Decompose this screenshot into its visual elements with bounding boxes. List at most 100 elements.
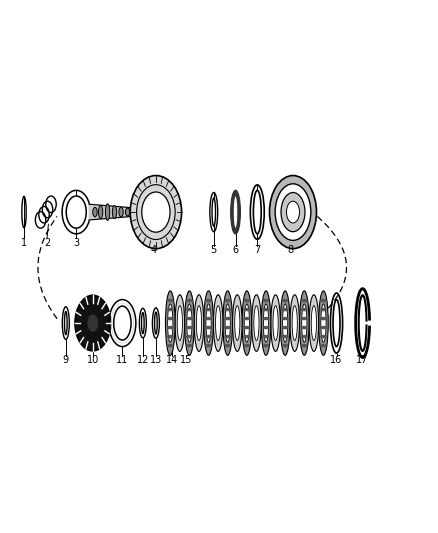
Ellipse shape — [319, 291, 328, 356]
Ellipse shape — [175, 295, 185, 351]
Text: 11: 11 — [116, 355, 128, 365]
Ellipse shape — [283, 304, 288, 342]
Polygon shape — [89, 204, 137, 220]
Ellipse shape — [263, 308, 269, 311]
Ellipse shape — [261, 291, 271, 356]
Ellipse shape — [301, 317, 307, 320]
Ellipse shape — [282, 344, 289, 348]
Ellipse shape — [273, 305, 278, 341]
Ellipse shape — [213, 295, 223, 351]
Ellipse shape — [212, 198, 215, 226]
Ellipse shape — [282, 317, 289, 320]
Ellipse shape — [252, 295, 261, 351]
Ellipse shape — [196, 305, 201, 341]
Text: 12: 12 — [137, 355, 149, 365]
Ellipse shape — [244, 335, 250, 338]
Ellipse shape — [215, 305, 221, 341]
Ellipse shape — [311, 305, 317, 341]
Ellipse shape — [167, 317, 173, 320]
Ellipse shape — [269, 175, 317, 249]
Ellipse shape — [224, 344, 231, 348]
Ellipse shape — [301, 308, 307, 311]
Ellipse shape — [301, 326, 307, 329]
Text: 13: 13 — [150, 355, 162, 365]
Ellipse shape — [235, 305, 240, 341]
Ellipse shape — [186, 335, 193, 338]
Ellipse shape — [155, 312, 157, 334]
Ellipse shape — [280, 291, 290, 356]
Ellipse shape — [309, 295, 319, 351]
Ellipse shape — [106, 204, 110, 220]
Ellipse shape — [254, 305, 259, 341]
Text: 1: 1 — [21, 238, 27, 247]
Ellipse shape — [205, 344, 212, 348]
Ellipse shape — [275, 184, 311, 240]
Ellipse shape — [292, 305, 297, 341]
Ellipse shape — [244, 299, 250, 302]
Ellipse shape — [186, 299, 193, 302]
Ellipse shape — [166, 291, 175, 356]
Ellipse shape — [286, 201, 300, 223]
Ellipse shape — [263, 304, 268, 342]
Ellipse shape — [244, 317, 250, 320]
Text: 10: 10 — [87, 355, 99, 365]
Ellipse shape — [263, 299, 269, 302]
Ellipse shape — [119, 207, 123, 217]
Ellipse shape — [167, 326, 173, 329]
Ellipse shape — [333, 300, 340, 346]
Ellipse shape — [205, 317, 212, 320]
Ellipse shape — [87, 314, 98, 332]
Ellipse shape — [242, 291, 252, 356]
Text: 16: 16 — [330, 355, 343, 365]
Ellipse shape — [167, 308, 173, 311]
Ellipse shape — [234, 197, 237, 228]
Ellipse shape — [114, 306, 131, 340]
Ellipse shape — [244, 326, 250, 329]
Ellipse shape — [263, 317, 269, 320]
Ellipse shape — [301, 299, 307, 302]
Ellipse shape — [302, 304, 307, 342]
Ellipse shape — [301, 344, 307, 348]
Ellipse shape — [130, 175, 182, 249]
Text: 2: 2 — [44, 238, 50, 247]
Ellipse shape — [167, 344, 173, 348]
Ellipse shape — [99, 206, 103, 219]
Ellipse shape — [244, 344, 250, 348]
Ellipse shape — [224, 317, 231, 320]
Ellipse shape — [282, 326, 289, 329]
Ellipse shape — [64, 312, 67, 335]
Ellipse shape — [66, 196, 86, 228]
Ellipse shape — [224, 299, 231, 302]
Ellipse shape — [186, 326, 193, 329]
Text: 5: 5 — [211, 245, 217, 255]
Ellipse shape — [205, 326, 212, 329]
Ellipse shape — [300, 291, 309, 356]
Ellipse shape — [187, 304, 192, 342]
Ellipse shape — [320, 317, 327, 320]
Ellipse shape — [224, 326, 231, 329]
Ellipse shape — [263, 344, 269, 348]
Ellipse shape — [244, 304, 250, 342]
Ellipse shape — [320, 308, 327, 311]
Ellipse shape — [186, 344, 193, 348]
Ellipse shape — [224, 308, 231, 311]
Ellipse shape — [320, 344, 327, 348]
Ellipse shape — [206, 304, 211, 342]
Ellipse shape — [185, 291, 194, 356]
Ellipse shape — [168, 304, 173, 342]
Ellipse shape — [113, 206, 117, 219]
Ellipse shape — [167, 335, 173, 338]
Text: 7: 7 — [254, 245, 261, 255]
Ellipse shape — [125, 208, 130, 216]
Ellipse shape — [320, 299, 327, 302]
Ellipse shape — [271, 295, 280, 351]
Text: 17: 17 — [357, 355, 369, 365]
Ellipse shape — [225, 304, 230, 342]
Text: 14: 14 — [166, 355, 178, 365]
Ellipse shape — [223, 291, 233, 356]
Ellipse shape — [186, 308, 193, 311]
Ellipse shape — [253, 190, 261, 234]
Ellipse shape — [282, 308, 289, 311]
Ellipse shape — [282, 335, 289, 338]
Ellipse shape — [301, 335, 307, 338]
